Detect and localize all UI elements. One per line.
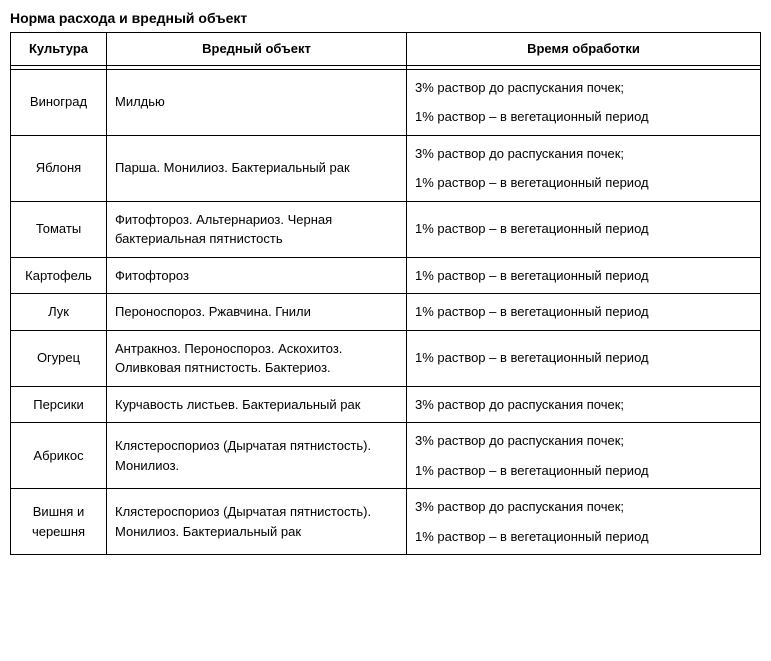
culture-cell: Виноград (11, 69, 107, 135)
table-row: ЯблоняПарша. Монилиоз. Бактериальный рак… (11, 135, 761, 201)
treatment-line: 3% раствор до распускания почек; (415, 78, 752, 98)
culture-cell: Томаты (11, 201, 107, 257)
treatment-cell: 3% раствор до распускания почек; (407, 386, 761, 423)
culture-cell: Абрикос (11, 423, 107, 489)
treatment-cell: 3% раствор до распускания почек; 1% раств… (407, 423, 761, 489)
treatment-cell: 3% раствор до распускания почек; 1% раств… (407, 489, 761, 555)
table-row: КартофельФитофтороз 1% раствор – в вегета… (11, 257, 761, 294)
treatment-cell: 1% раствор – в вегетационный период (407, 201, 761, 257)
treatment-line: 3% раствор до распускания почек; (415, 144, 752, 164)
culture-cell: Огурец (11, 330, 107, 386)
treatment-cell: 3% раствор до распускания почек; 1% раств… (407, 69, 761, 135)
pest-cell: Антракноз. Пероноспороз. Аскохитоз. Олив… (107, 330, 407, 386)
table-row: ПерсикиКурчавость листьев. Бактериальный… (11, 386, 761, 423)
col-treatment: Время обработки (407, 33, 761, 66)
treatment-line: 1% раствор – в вегетационный период (415, 348, 752, 368)
pest-cell: Курчавость листьев. Бактериальный рак (107, 386, 407, 423)
culture-cell: Яблоня (11, 135, 107, 201)
treatment-line: 3% раствор до распускания почек; (415, 395, 752, 415)
pest-cell: Пероноспороз. Ржавчина. Гнили (107, 294, 407, 331)
rates-table: Культура Вредный объект Время обработки … (10, 32, 761, 555)
treatment-line: 1% раствор – в вегетационный период (415, 173, 752, 193)
pest-cell: Фитофтороз (107, 257, 407, 294)
page-title: Норма расхода и вредный объект (10, 10, 761, 26)
pest-cell: Клястероспориоз (Дырчатая пятнистость). … (107, 489, 407, 555)
culture-cell: Вишня и черешня (11, 489, 107, 555)
treatment-cell: 3% раствор до распускания почек; 1% раств… (407, 135, 761, 201)
table-row: ЛукПероноспороз. Ржавчина. Гнили 1% раств… (11, 294, 761, 331)
table-row: ТоматыФитофтороз. Альтернариоз. Черная б… (11, 201, 761, 257)
treatment-line: 1% раствор – в вегетационный период (415, 107, 752, 127)
pest-cell: Парша. Монилиоз. Бактериальный рак (107, 135, 407, 201)
culture-cell: Картофель (11, 257, 107, 294)
table-header-row: Культура Вредный объект Время обработки (11, 33, 761, 66)
treatment-line: 3% раствор до распускания почек; (415, 497, 752, 517)
table-row: ОгурецАнтракноз. Пероноспороз. Аскохитоз… (11, 330, 761, 386)
pest-cell: Клястероспориоз (Дырчатая пятнистость). … (107, 423, 407, 489)
table-row: Абрикос Клястероспориоз (Дырчатая пятнис… (11, 423, 761, 489)
culture-cell: Персики (11, 386, 107, 423)
table-row: Вишня и черешняКлястероспориоз (Дырчатая… (11, 489, 761, 555)
treatment-line: 3% раствор до распускания почек; (415, 431, 752, 451)
treatment-line: 1% раствор – в вегетационный период (415, 219, 752, 239)
treatment-cell: 1% раствор – в вегетационный период (407, 257, 761, 294)
treatment-line: 1% раствор – в вегетационный период (415, 266, 752, 286)
pest-cell: Милдью (107, 69, 407, 135)
treatment-line: 1% раствор – в вегетационный период (415, 302, 752, 322)
treatment-cell: 1% раствор – в вегетационный период (407, 330, 761, 386)
table-row: ВиноградМилдью3% раствор до распускания … (11, 69, 761, 135)
col-pest: Вредный объект (107, 33, 407, 66)
treatment-line: 1% раствор – в вегетационный период (415, 527, 752, 547)
treatment-cell: 1% раствор – в вегетационный период (407, 294, 761, 331)
treatment-line: 1% раствор – в вегетационный период (415, 461, 752, 481)
pest-cell: Фитофтороз. Альтернариоз. Черная бактери… (107, 201, 407, 257)
culture-cell: Лук (11, 294, 107, 331)
col-culture: Культура (11, 33, 107, 66)
